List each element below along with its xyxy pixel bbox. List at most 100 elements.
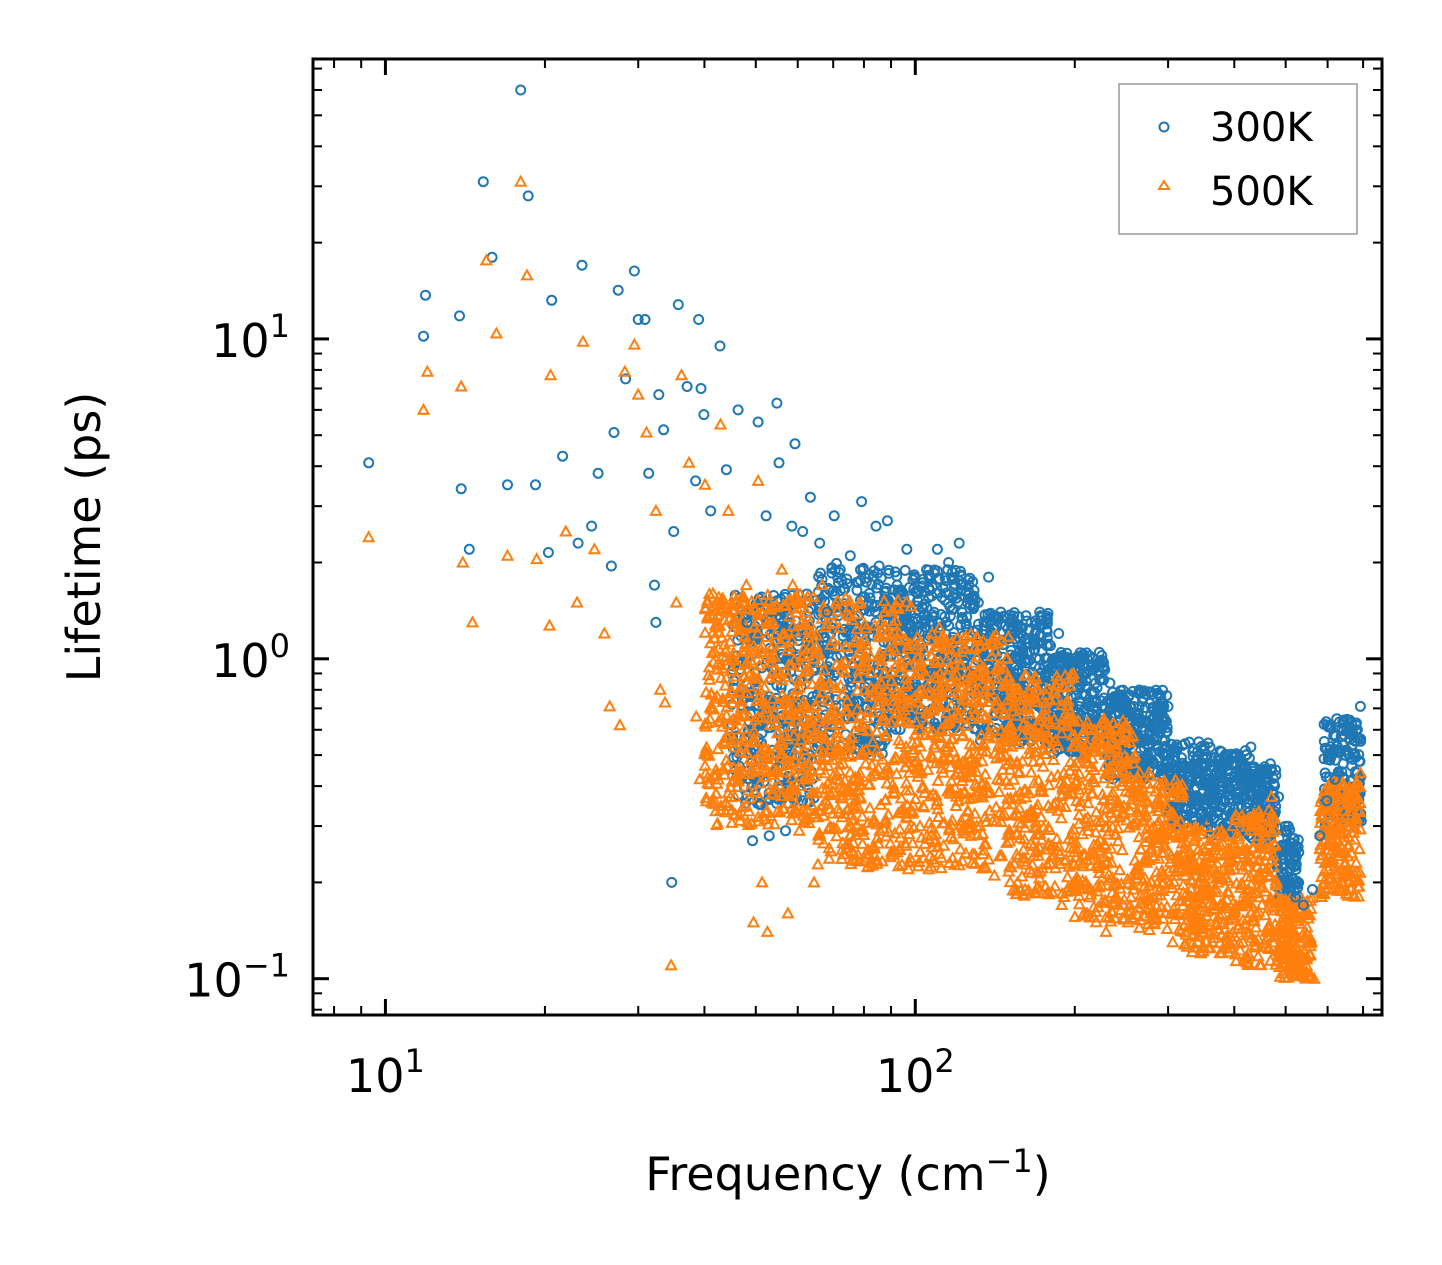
cloud-point-500k — [1015, 869, 1029, 882]
cloud-point-300k — [1267, 773, 1279, 784]
cloud-point-500k — [1069, 841, 1083, 854]
cloud-point-500k — [1132, 789, 1146, 802]
cloud-point-500k — [753, 776, 767, 789]
cloud-point-500k — [708, 618, 723, 631]
cloud-point-500k — [1173, 854, 1187, 867]
cloud-point-500k — [937, 838, 951, 851]
cloud-point-500k — [1084, 786, 1099, 799]
cloud-point-500k — [1048, 684, 1062, 697]
cloud-point-500k — [1098, 747, 1112, 760]
cloud-point-500k — [1054, 811, 1068, 824]
cloud-point-500k — [956, 820, 970, 833]
cloud-point-500k — [994, 701, 1008, 714]
cloud-point-500k — [883, 715, 898, 728]
cloud-point-500k — [816, 836, 831, 849]
cloud-point-500k — [790, 740, 804, 753]
cloud-point-500k — [1105, 905, 1120, 918]
cloud-point-500k — [1147, 849, 1161, 862]
cloud-point-500k — [738, 644, 753, 657]
cloud-point-300k — [1328, 744, 1340, 756]
cloud-point-500k — [747, 724, 761, 737]
cloud-point-500k — [1003, 859, 1017, 872]
cloud-point-300k — [948, 627, 960, 639]
cloud-point-300k — [1041, 614, 1053, 626]
cloud-point-500k — [874, 687, 889, 700]
cloud-point-500k — [699, 740, 714, 753]
cloud-point-500k — [768, 627, 782, 640]
cloud-point-500k — [740, 746, 754, 759]
cloud-point-500k — [836, 783, 850, 796]
cloud-point-500k — [731, 658, 745, 671]
cloud-point-500k — [1089, 825, 1103, 838]
cloud-point-500k — [809, 628, 824, 641]
cloud-point-300k — [960, 618, 972, 630]
cloud-point-500k — [879, 829, 894, 842]
cloud-point-500k — [995, 633, 1009, 646]
cloud-point-500k — [870, 749, 884, 762]
cloud-point-500k — [755, 639, 769, 652]
cloud-point-500k — [879, 729, 894, 742]
cloud-point-500k — [1051, 803, 1065, 816]
cloud-point-300k — [1189, 783, 1200, 795]
cloud-point-500k — [751, 592, 765, 605]
cloud-point-300k — [1089, 701, 1101, 712]
cloud-point-500k — [760, 649, 774, 662]
cloud-point-500k — [1019, 857, 1033, 870]
cloud-point-500k — [937, 750, 951, 763]
cloud-point-300k — [1144, 727, 1156, 739]
cloud-point-500k — [1115, 911, 1130, 924]
cloud-point-500k — [917, 644, 931, 657]
cloud-point-500k — [848, 801, 862, 814]
cloud-point-500k — [841, 704, 855, 717]
cloud-point-500k — [993, 773, 1007, 786]
cloud-point-500k — [1048, 861, 1063, 874]
cloud-point-500k — [755, 644, 769, 657]
cloud-point-300k — [1338, 715, 1350, 727]
cloud-point-500k — [736, 738, 750, 751]
cloud-point-500k — [1119, 813, 1134, 826]
cloud-point-500k — [874, 653, 888, 666]
cloud-point-300k — [1276, 846, 1288, 858]
cloud-point-500k — [953, 723, 967, 736]
cloud-point-500k — [865, 758, 879, 771]
cloud-point-500k — [1140, 893, 1154, 906]
cloud-point-500k — [1037, 742, 1051, 755]
cloud-point-500k — [1089, 815, 1104, 828]
cloud-point-500k — [1012, 766, 1026, 779]
cloud-point-500k — [902, 659, 916, 672]
cloud-point-500k — [910, 735, 924, 748]
cloud-point-500k — [1178, 840, 1192, 853]
cloud-point-500k — [830, 704, 844, 717]
cloud-point-500k — [909, 714, 923, 727]
cloud-point-500k — [1038, 695, 1053, 708]
cloud-point-500k — [920, 828, 934, 841]
cloud-point-300k — [919, 586, 931, 598]
cloud-point-500k — [888, 643, 902, 656]
cloud-point-500k — [968, 806, 982, 819]
cloud-point-500k — [1112, 810, 1126, 823]
cloud-point-500k — [831, 740, 845, 753]
cloud-point-500k — [855, 809, 869, 822]
cloud-point-500k — [1106, 785, 1120, 798]
cloud-point-500k — [941, 716, 955, 729]
cloud-point-300k — [973, 618, 984, 630]
cloud-point-500k — [913, 702, 928, 715]
cloud-point-500k — [1072, 897, 1087, 910]
cloud-point-500k — [1025, 857, 1040, 870]
cloud-point-500k — [1033, 826, 1047, 839]
cloud-point-500k — [761, 765, 775, 778]
cloud-point-500k — [854, 635, 868, 648]
cloud-point-500k — [978, 809, 992, 822]
cloud-point-300k — [1033, 653, 1045, 665]
cloud-point-500k — [739, 798, 753, 811]
cloud-point-500k — [884, 604, 899, 617]
cloud-point-500k — [1069, 773, 1083, 786]
cloud-point-500k — [774, 666, 789, 679]
cloud-point-500k — [993, 848, 1007, 861]
cloud-point-500k — [1024, 677, 1038, 690]
cloud-point-500k — [740, 686, 754, 699]
cloud-point-500k — [819, 782, 834, 795]
cloud-point-500k — [1058, 799, 1073, 812]
cloud-point-300k — [1199, 810, 1211, 822]
cloud-point-300k — [917, 603, 929, 614]
